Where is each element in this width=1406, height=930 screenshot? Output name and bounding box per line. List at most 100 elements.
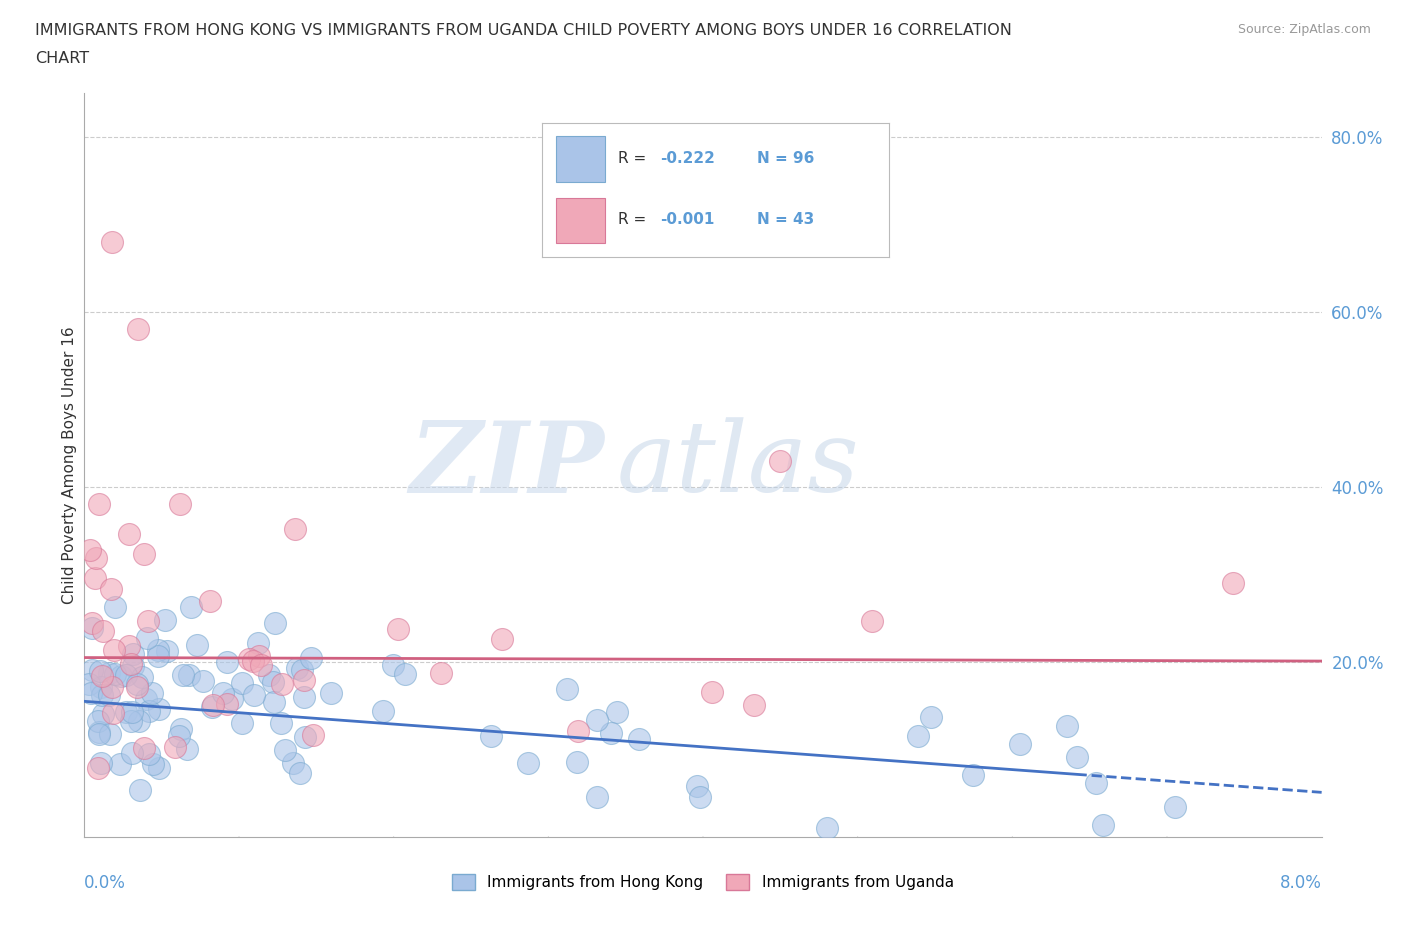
Point — [87, 497, 110, 512]
Point — [87, 727, 110, 742]
Point — [84, 551, 107, 565]
Point — [90, 756, 112, 771]
Point — [962, 768, 984, 783]
Point — [98, 726, 121, 741]
Point — [606, 704, 628, 719]
Point — [294, 730, 316, 745]
Point — [121, 646, 143, 661]
Point — [146, 643, 169, 658]
Point — [200, 593, 222, 608]
Point — [153, 613, 176, 628]
Text: ZIP: ZIP — [409, 417, 605, 513]
Point — [860, 614, 883, 629]
Point — [920, 710, 942, 724]
Point — [93, 623, 115, 638]
Point — [686, 778, 709, 793]
Point — [1056, 718, 1078, 733]
Point — [246, 635, 269, 650]
Point — [294, 690, 316, 705]
Point — [1010, 737, 1032, 751]
Point — [1066, 750, 1088, 764]
Point — [84, 570, 107, 585]
Text: R =: R = — [619, 152, 651, 166]
Point — [186, 638, 208, 653]
Point — [121, 746, 143, 761]
Point — [238, 651, 260, 666]
Point — [479, 728, 502, 743]
Point — [134, 740, 156, 755]
Point — [146, 648, 169, 663]
Point — [136, 631, 159, 645]
Point — [170, 722, 193, 737]
Point — [586, 712, 609, 727]
Point — [91, 669, 114, 684]
Point — [430, 666, 453, 681]
Text: atlas: atlas — [616, 418, 859, 512]
Point — [555, 682, 578, 697]
Point — [517, 755, 540, 770]
Point — [108, 756, 131, 771]
Point — [1091, 817, 1114, 832]
Point — [288, 765, 311, 780]
Point — [1163, 800, 1185, 815]
Point — [180, 599, 202, 614]
Point — [114, 668, 136, 683]
Point — [201, 698, 224, 712]
Point — [122, 658, 145, 673]
Point — [299, 650, 322, 665]
Point — [769, 453, 792, 468]
Point — [169, 497, 191, 512]
Point — [103, 643, 125, 658]
Point — [125, 679, 148, 694]
Point — [82, 616, 104, 631]
Text: CHART: CHART — [35, 51, 89, 66]
Point — [82, 620, 104, 635]
Point — [586, 790, 609, 804]
Point — [148, 701, 170, 716]
Point — [742, 698, 765, 713]
Bar — [555, 136, 605, 181]
Text: 8.0%: 8.0% — [1279, 874, 1322, 892]
Point — [141, 686, 163, 701]
Point — [127, 677, 149, 692]
Point — [242, 654, 264, 669]
Point — [87, 724, 110, 739]
Text: IMMIGRANTS FROM HONG KONG VS IMMIGRANTS FROM UGANDA CHILD POVERTY AMONG BOYS UND: IMMIGRANTS FROM HONG KONG VS IMMIGRANTS … — [35, 23, 1012, 38]
Point — [115, 705, 138, 720]
Point — [101, 706, 124, 721]
Point — [221, 691, 243, 706]
Point — [98, 687, 121, 702]
Point — [156, 644, 179, 658]
Point — [211, 685, 233, 700]
Point — [247, 648, 270, 663]
Point — [567, 754, 589, 769]
Text: -0.001: -0.001 — [659, 212, 714, 227]
Point — [191, 674, 214, 689]
Point — [242, 687, 264, 702]
Point — [148, 761, 170, 776]
Point — [702, 684, 724, 699]
Point — [231, 676, 253, 691]
Point — [136, 613, 159, 628]
Point — [381, 658, 404, 672]
Point — [600, 725, 623, 740]
Point — [90, 680, 112, 695]
Y-axis label: Child Poverty Among Boys Under 16: Child Poverty Among Boys Under 16 — [62, 326, 77, 604]
Point — [165, 739, 187, 754]
Point — [215, 697, 238, 711]
Point — [284, 522, 307, 537]
Point — [567, 724, 589, 738]
Point — [135, 691, 157, 706]
Text: N = 96: N = 96 — [756, 152, 814, 166]
Point — [120, 713, 142, 728]
Point — [292, 672, 315, 687]
Point — [815, 821, 838, 836]
Legend: Immigrants from Hong Kong, Immigrants from Uganda: Immigrants from Hong Kong, Immigrants fr… — [446, 868, 960, 897]
Point — [128, 322, 150, 337]
Point — [285, 660, 308, 675]
Point — [231, 716, 253, 731]
Point — [138, 704, 160, 719]
Text: 0.0%: 0.0% — [84, 874, 127, 892]
Point — [167, 728, 190, 743]
Point — [121, 704, 143, 719]
